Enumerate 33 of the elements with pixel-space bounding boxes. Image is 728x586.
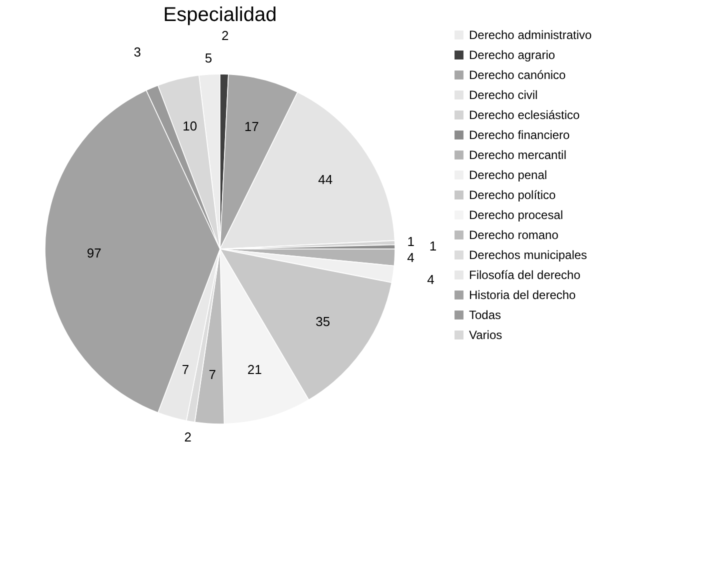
data-label: 3 [134, 44, 141, 60]
legend-label: Derecho civil [469, 88, 538, 102]
legend-label: Derecho administrativo [469, 28, 592, 42]
legend-label: Derecho procesal [469, 208, 564, 222]
data-label: 97 [86, 246, 102, 261]
data-label: 21 [247, 362, 262, 378]
legend-label: Derecho canónico [469, 68, 566, 82]
data-label: 1 [407, 234, 414, 250]
legend-label: Derecho político [469, 188, 556, 202]
legend-label: Todas [469, 308, 502, 322]
legend-label: Derecho penal [469, 168, 548, 182]
legend-label: Derecho romano [469, 228, 559, 242]
legend-label: Historia del derecho [469, 288, 576, 302]
data-label: 1 [429, 238, 437, 254]
data-label: 5 [204, 50, 212, 66]
legend-label: Derecho agrario [469, 48, 556, 62]
legend-label: Filosofía del derecho [469, 268, 581, 282]
data-label: 2 [222, 28, 229, 44]
data-label: 44 [318, 172, 333, 187]
legend-label: Derechos municipales [469, 248, 588, 262]
data-label: 7 [182, 362, 190, 378]
data-label: 35 [316, 314, 330, 329]
chart-title: Especialidad [163, 4, 277, 26]
data-label: 10 [182, 118, 198, 134]
data-label: 4 [407, 250, 414, 266]
data-label: 17 [244, 119, 259, 134]
data-label: 7 [208, 366, 216, 382]
legend-label: Varios [469, 328, 502, 342]
legend-label: Derecho financiero [469, 128, 570, 142]
data-label: 2 [184, 429, 192, 444]
data-label: 4 [427, 272, 434, 287]
legend-label: Derecho eclesiástico [469, 108, 580, 122]
legend-label: Derecho mercantil [469, 148, 566, 162]
